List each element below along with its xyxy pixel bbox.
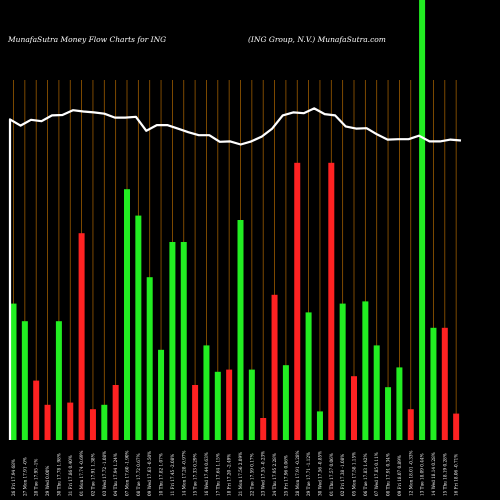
x-tick-label: 01 Thu 17.57 0.06% [329,453,334,496]
money-flow-bar [294,162,301,441]
money-flow-bar [10,303,17,440]
money-flow-bar [67,402,74,440]
x-tick-label: 29 Tue 17.71 -1.12% [306,452,311,496]
money-flow-bar [158,349,165,440]
money-flow-bar [203,345,210,440]
money-flow-bar [124,189,130,440]
x-tick-label: 12 Mon 18.01 -0.33% [408,450,413,496]
x-tick-label: 26 Fri 17.94 68% [11,459,16,496]
x-tick-label: 04 Thu 17.94 1.24% [113,453,118,496]
x-tick-label: 05 Mon 17.58 1.15% [352,452,357,496]
money-flow-bar [89,409,96,440]
money-flow-bar [214,371,221,440]
x-tick-label: 13 Tue 18.09 0.44% [420,453,425,496]
x-tick-label: 09 Wed 17.63 -0.50% [147,451,152,496]
x-tick-label: 16 Fri 18.06 -0.71% [454,454,459,496]
x-tick-label: 14 Wed 18.14 0.28% [431,452,436,496]
x-tick-label: 18 Fri 17.20 -2.49% [227,454,232,496]
money-flow-bar [453,413,460,440]
money-flow-bar [441,327,448,440]
x-tick-label: 02 Tue 17.91 1.38% [90,453,95,496]
money-flow-bar [430,327,437,440]
x-tick-label: 06 Tue 17.83 1.42% [363,453,368,496]
money-flow-bars [10,0,460,441]
money-flow-bar [78,233,85,440]
money-flow-bar [407,409,414,440]
x-tick-label: 17 Thu 17.64 1.15% [215,453,220,496]
money-flow-bar [44,404,51,440]
x-axis-tick-labels: 26 Fri 17.94 68% 27 Mon 17.91 -0% 28 Tue 1… [11,450,459,496]
x-tick-label: 21 Mon 17.56 2.09% [238,452,243,496]
money-flow-bar [351,376,357,440]
money-flow-bar [362,301,369,440]
x-tick-label: 22 Tue 17.59 0.17% [249,453,254,496]
money-flow-bar [396,367,403,440]
money-flow-bar [385,387,392,440]
money-flow-bar [135,215,142,440]
money-flow-bar [33,380,40,440]
money-flow-bar [146,277,153,440]
money-flow-bar [237,220,244,440]
money-flow-bar [169,242,176,440]
x-tick-label: 11 Fri 17.45 -2.08% [170,454,175,496]
x-tick-label: 01 Mon 17.74 -0.69% [79,450,84,496]
x-tick-label: 29 Wed 0.00% [45,466,50,496]
x-tick-label: 02 Fri 17.38 -1.08% [340,454,345,496]
x-tick-label: 07 Mon 17.60 -1.90% [125,450,130,496]
money-flow-bar [339,303,346,440]
money-flow-bar [101,404,108,440]
money-flow-bar [260,418,267,440]
money-flow-bar [271,294,278,440]
money-flow-bar [112,385,119,440]
money-flow-bar [21,321,28,440]
price-line [8,107,462,440]
x-tick-label: 08 Thu 17.91 0.34% [386,453,391,496]
x-tick-label: 30 Wed 17.56 -0.85% [317,451,322,496]
x-tick-label: 24 Thu 17.95 2.28% [272,453,277,496]
x-tick-label: 14 Mon 17.28 -0.97% [181,450,186,496]
x-tick-label: 15 Thu 18.19 0.28% [442,453,447,496]
x-tick-label: 31 Fri 17.86 0.40% [68,455,73,496]
money-flow-bar [373,345,380,440]
x-tick-label: 25 Fri 17.96 0.06% [283,455,288,496]
money-flow-bar [305,312,312,440]
x-tick-label: 23 Wed 17.55 -0.23% [261,451,266,496]
money-flow-bar [316,411,323,440]
money-flow-bar [192,385,199,440]
x-tick-label: 15 Tue 17.33 0.29% [193,453,198,496]
money-flow-bar [55,321,62,440]
x-tick-label: 07 Wed 17.85 0.11% [374,452,379,496]
money-flow-bar [282,365,289,440]
money-flow-bar [419,0,426,440]
money-flow-bar [248,369,255,440]
x-tick-label: 30 Thu 17.78 1.98% [56,453,61,496]
money-flow-bar [180,242,187,440]
x-tick-label: 28 Tue 17.95 -1% [34,459,39,496]
chart-title-right: (ING Group, N.V.) MunafaSutra.com [248,35,386,44]
money-flow-bar [328,162,335,441]
x-tick-label: 03 Wed 17.72 -1.08% [102,451,107,496]
chart-title-left: MunafaSutra Money Flow Charts for ING [7,35,166,44]
x-tick-label: 08 Tue 17.72 0.67% [136,453,141,496]
money-flow-bar [226,369,233,440]
x-tick-label: 28 Mon 17.91 -0.28% [295,450,300,496]
x-tick-label: 10 Thu 17.82 1.07% [159,453,164,496]
x-tick-label: 16 Wed 17.44 0.63% [204,452,209,496]
x-tick-label: 09 Fri 18.07 0.89% [397,455,402,496]
x-tick-label: 27 Mon 17.91 -0% [22,457,27,496]
